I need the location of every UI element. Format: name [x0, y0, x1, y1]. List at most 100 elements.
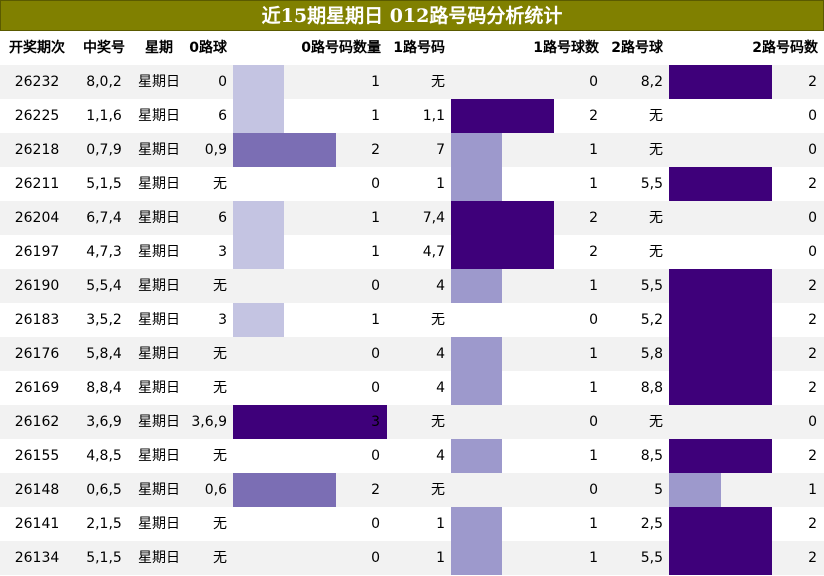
- r1-count-label: 1: [589, 550, 598, 566]
- cell-r2-balls: 2,5: [640, 516, 663, 532]
- cell-weekday: 星期日: [138, 516, 180, 532]
- cell-weekday: 星期日: [138, 210, 180, 226]
- r1-count-label: 1: [589, 380, 598, 396]
- cell-weekday: 星期日: [138, 74, 180, 90]
- r1-count-label: 1: [589, 176, 598, 192]
- r1-count-bar: [451, 371, 502, 405]
- table-row: 26148 0,6,5 星期日 0,6 无 5 2 0 1: [0, 473, 824, 507]
- r1-count-label: 0: [589, 414, 598, 430]
- r0-count-label: 0: [371, 176, 380, 192]
- r0-count-label: 0: [371, 448, 380, 464]
- r2-count-label: 0: [808, 414, 817, 430]
- cell-r2-balls: 5,5: [640, 176, 663, 192]
- r0-count-bar: [233, 473, 336, 507]
- cell-r2-balls: 5,8: [640, 346, 663, 362]
- r1-count-bar: [451, 235, 554, 269]
- r0-count-bar: [233, 99, 284, 133]
- header-r1-balls: 1路号码: [393, 40, 445, 56]
- table-row: 26190 5,5,4 星期日 无 4 5,5 0 1 2: [0, 269, 824, 303]
- r0-count-label: 2: [371, 142, 380, 158]
- r2-count-bar: [669, 371, 772, 405]
- r2-count-bar: [669, 541, 772, 575]
- cell-winning: 6,7,4: [86, 210, 122, 226]
- r0-count-bar: [233, 133, 336, 167]
- cell-winning: 5,1,5: [86, 550, 122, 566]
- cell-issue: 26232: [14, 74, 60, 90]
- cell-r2-balls: 8,5: [640, 448, 663, 464]
- r2-count-label: 0: [808, 142, 817, 158]
- header-r1-count: 1路号球数: [533, 40, 599, 56]
- r1-count-label: 0: [589, 312, 598, 328]
- r2-count-bar: [669, 439, 772, 473]
- cell-weekday: 星期日: [138, 346, 180, 362]
- cell-r2-balls: 5: [654, 482, 663, 498]
- header-r2-count: 2路号码数: [752, 40, 818, 56]
- r2-count-label: 2: [808, 312, 817, 328]
- table-row: 26197 4,7,3 星期日 3 4,7 无 1 2 0: [0, 235, 824, 269]
- r0-count-label: 1: [371, 108, 380, 124]
- cell-r1-balls: 无: [431, 74, 445, 90]
- header-r2-balls: 2路号球: [611, 40, 663, 56]
- table-row: 26232 8,0,2 星期日 0 无 8,2 1 0 2: [0, 65, 824, 99]
- r0-count-label: 1: [371, 74, 380, 90]
- table-title: 近15期星期日 012路号码分析统计: [0, 0, 824, 31]
- cell-winning: 1,1,6: [86, 108, 122, 124]
- r1-count-label: 1: [589, 516, 598, 532]
- cell-r0-balls: 无: [213, 346, 227, 362]
- cell-r0-balls: 3: [218, 312, 227, 328]
- cell-r1-balls: 1: [436, 176, 445, 192]
- r2-count-label: 1: [808, 482, 817, 498]
- cell-r0-balls: 6: [218, 210, 227, 226]
- r0-count-label: 1: [371, 210, 380, 226]
- r1-count-label: 0: [589, 482, 598, 498]
- table-row: 26141 2,1,5 星期日 无 1 2,5 0 1 2: [0, 507, 824, 541]
- cell-r2-balls: 无: [649, 414, 663, 430]
- cell-r1-balls: 1: [436, 516, 445, 532]
- table-row: 26218 0,7,9 星期日 0,9 7 无 2 1 0: [0, 133, 824, 167]
- r2-count-label: 2: [808, 380, 817, 396]
- cell-weekday: 星期日: [138, 176, 180, 192]
- cell-r2-balls: 无: [649, 244, 663, 260]
- cell-r0-balls: 无: [213, 516, 227, 532]
- cell-winning: 8,0,2: [86, 74, 122, 90]
- cell-issue: 26197: [14, 244, 60, 260]
- r0-count-label: 1: [371, 244, 380, 260]
- table-row: 26204 6,7,4 星期日 6 7,4 无 1 2 0: [0, 201, 824, 235]
- table-row: 26134 5,1,5 星期日 无 1 5,5 0 1 2: [0, 541, 824, 575]
- table-row: 26211 5,1,5 星期日 无 1 5,5 0 1 2: [0, 167, 824, 201]
- r2-count-label: 2: [808, 550, 817, 566]
- cell-issue: 26155: [14, 448, 60, 464]
- r2-count-label: 2: [808, 176, 817, 192]
- table-row: 26225 1,1,6 星期日 6 1,1 无 1 2 0: [0, 99, 824, 133]
- header-winning: 中奖号: [83, 40, 125, 56]
- cell-winning: 5,8,4: [86, 346, 122, 362]
- r2-count-bar: [669, 473, 721, 507]
- table-row: 26169 8,8,4 星期日 无 4 8,8 0 1 2: [0, 371, 824, 405]
- cell-weekday: 星期日: [138, 482, 180, 498]
- cell-r0-balls: 无: [213, 278, 227, 294]
- cell-weekday: 星期日: [138, 108, 180, 124]
- r2-count-bar: [669, 303, 772, 337]
- cell-winning: 4,8,5: [86, 448, 122, 464]
- r1-count-label: 0: [589, 74, 598, 90]
- r1-count-bar: [451, 133, 502, 167]
- r2-count-bar: [669, 269, 772, 303]
- cell-winning: 5,5,4: [86, 278, 122, 294]
- cell-issue: 26148: [14, 482, 60, 498]
- table-row: 26183 3,5,2 星期日 3 无 5,2 1 0 2: [0, 303, 824, 337]
- r1-count-bar: [451, 167, 502, 201]
- header-r0-count: 0路号码数量: [301, 40, 381, 56]
- cell-r1-balls: 7,4: [422, 210, 445, 226]
- r0-count-bar: [233, 201, 284, 235]
- r0-count-label: 0: [371, 550, 380, 566]
- r0-count-label: 0: [371, 380, 380, 396]
- cell-weekday: 星期日: [138, 414, 180, 430]
- header-r0-balls: 0路球: [189, 40, 227, 56]
- cell-r2-balls: 5,5: [640, 278, 663, 294]
- cell-r0-balls: 无: [213, 448, 227, 464]
- cell-r1-balls: 无: [431, 312, 445, 328]
- cell-winning: 8,8,4: [86, 380, 122, 396]
- r2-count-bar: [669, 337, 772, 371]
- header-issue: 开奖期次: [9, 40, 65, 56]
- cell-winning: 4,7,3: [86, 244, 122, 260]
